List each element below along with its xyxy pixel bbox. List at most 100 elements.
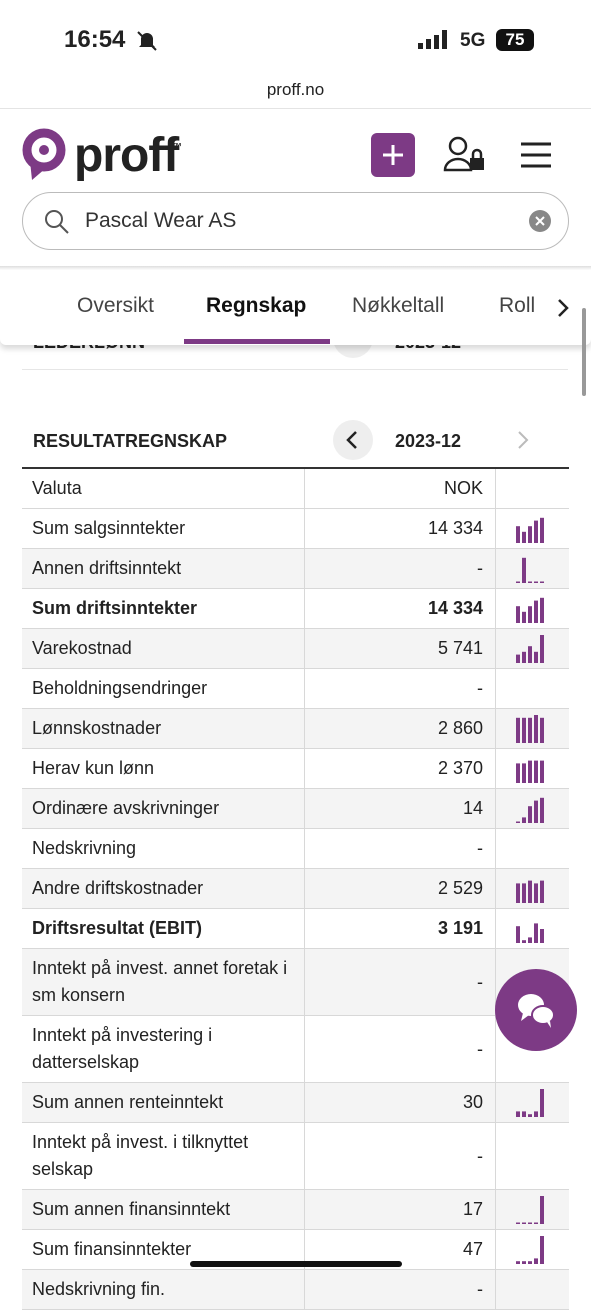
sparkline-cell — [496, 709, 569, 748]
row-value: 14 334 — [305, 589, 496, 628]
home-indicator — [190, 1261, 402, 1267]
scrollbar — [582, 308, 586, 396]
spark-bar — [540, 797, 544, 823]
tab[interactable]: Nøkkeltall — [352, 294, 445, 317]
row-value: - — [305, 1123, 496, 1189]
spark-bar — [534, 581, 538, 583]
spark-bar — [516, 763, 520, 783]
sparkline-cell — [496, 869, 569, 908]
tab[interactable]: Regnskap — [206, 294, 307, 317]
sparkline-cell — [496, 629, 569, 668]
sparkline — [516, 923, 544, 943]
row-value: 3 191 — [305, 909, 496, 948]
url[interactable]: proff.no — [266, 80, 325, 99]
row-label: Nedskrivning — [22, 829, 305, 868]
table-row: Inntekt på investering i datterselskap - — [22, 1016, 569, 1083]
network: 5G — [460, 30, 486, 51]
spark-bar — [540, 1196, 544, 1224]
divider — [0, 108, 591, 109]
row-label: Beholdningsendringer — [22, 669, 305, 708]
sparkline-cell — [496, 1230, 569, 1269]
table-row: Sum annen finansinntekt 17 — [22, 1190, 569, 1230]
row-value: 17 — [305, 1190, 496, 1229]
spark-bar — [516, 581, 520, 583]
row-label: Inntekt på investering i datterselskap — [22, 1016, 305, 1082]
search-box[interactable] — [22, 192, 569, 250]
header-shadow — [0, 266, 591, 270]
row-value: 5 741 — [305, 629, 496, 668]
row-label: Sum driftsinntekter — [22, 589, 305, 628]
sparkline — [516, 715, 544, 743]
table-row: Beholdningsendringer - — [22, 669, 569, 709]
menu-icon[interactable] — [520, 141, 552, 169]
spark-bar — [534, 1111, 538, 1117]
sparkline — [516, 1089, 544, 1117]
income-table: Valuta NOK Sum salgsinntekter 14 334 Annen d… — [22, 467, 569, 1310]
spark-bar — [534, 883, 538, 903]
next-period[interactable] — [516, 430, 530, 450]
spark-bar — [522, 940, 526, 943]
spark-bar — [516, 606, 520, 623]
prev-period[interactable] — [333, 420, 373, 460]
spark-bar — [534, 923, 538, 943]
sparkline-cell — [496, 1083, 569, 1122]
row-label: Lønnskostnader — [22, 709, 305, 748]
spark-bar — [522, 763, 526, 783]
table-row: Herav kun lønn 2 370 — [22, 749, 569, 789]
spark-bar — [522, 717, 526, 743]
sparkline-cell — [496, 509, 569, 548]
spark-bar — [522, 651, 526, 663]
row-label: Annen driftsinntekt — [22, 549, 305, 588]
sparkline — [516, 1196, 544, 1224]
sparkline — [516, 597, 544, 623]
search-text[interactable]: Pascal Wear AS — [85, 209, 237, 232]
sparkline-cell — [496, 909, 569, 948]
spark-bar — [516, 1222, 520, 1224]
row-value: - — [305, 549, 496, 588]
row-label: Inntekt på invest. i tilknyttet selskap — [22, 1123, 305, 1189]
row-value: 2 370 — [305, 749, 496, 788]
spark-bar — [516, 926, 520, 943]
chat-button[interactable] — [495, 969, 577, 1051]
logo[interactable]: proff — [74, 129, 179, 182]
spark-bar — [540, 1089, 544, 1117]
sparkline-cell — [496, 549, 569, 588]
tabs-next[interactable] — [556, 298, 570, 318]
sparkline-cell — [496, 789, 569, 828]
spark-bar — [528, 1261, 532, 1264]
spark-bar — [540, 1236, 544, 1264]
spark-bar — [534, 651, 538, 663]
spark-bar — [534, 600, 538, 623]
status-bar: 16:54 5G 75 — [0, 0, 591, 70]
table-row: Sum finansinntekter 47 — [22, 1230, 569, 1270]
spark-bar — [540, 880, 544, 903]
user-lock-icon[interactable] — [443, 136, 487, 174]
tabs-bar: Oversikt Regnskap Nøkkeltall Roll — [0, 270, 591, 345]
signal-icon — [418, 30, 447, 49]
table-row: Lønnskostnader 2 860 — [22, 709, 569, 749]
tab[interactable]: Roll — [499, 294, 536, 317]
spark-bar — [540, 517, 544, 543]
spark-bar — [522, 883, 526, 903]
sparkline — [516, 797, 544, 823]
spark-bar — [516, 717, 520, 743]
row-value: - — [305, 1270, 496, 1309]
spark-bar — [528, 606, 532, 623]
clear-button[interactable] — [528, 209, 552, 233]
active-tab-indicator — [184, 339, 330, 344]
table-row: Inntekt på invest. i tilknyttet selskap - — [22, 1123, 569, 1190]
spark-bar — [522, 531, 526, 543]
row-value: - — [305, 669, 496, 708]
row-label: Andre driftskostnader — [22, 869, 305, 908]
logo-mark: ™ — [172, 142, 182, 153]
spark-bar — [522, 1111, 526, 1117]
row-label: Sum annen finansinntekt — [22, 1190, 305, 1229]
sparkline-cell — [496, 1123, 569, 1189]
add-button[interactable] — [371, 133, 415, 177]
spark-bar — [540, 597, 544, 623]
spark-bar — [528, 581, 532, 583]
tab[interactable]: Oversikt — [77, 294, 155, 317]
row-value: 2 529 — [305, 869, 496, 908]
table-row: Sum annen renteinntekt 30 — [22, 1083, 569, 1123]
